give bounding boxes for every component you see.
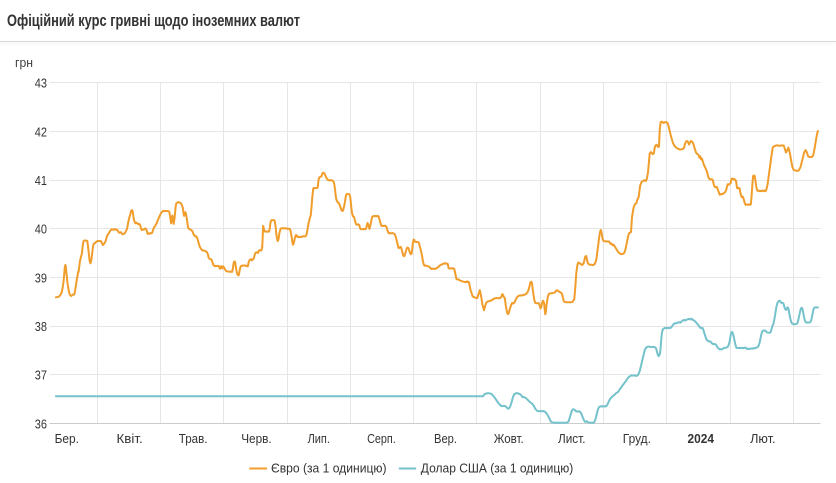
svg-text:Лип.: Лип. — [308, 431, 330, 446]
svg-text:Черв.: Черв. — [241, 431, 272, 446]
svg-text:Лют.: Лют. — [750, 431, 775, 446]
svg-text:Бер.: Бер. — [55, 431, 79, 446]
svg-text:36: 36 — [35, 416, 47, 431]
svg-text:грн: грн — [15, 55, 33, 70]
svg-text:43: 43 — [35, 76, 47, 91]
svg-text:41: 41 — [35, 173, 47, 188]
svg-text:40: 40 — [35, 222, 47, 237]
svg-text:Серп.: Серп. — [367, 431, 396, 446]
svg-text:Долар США (за 1 одиницю): Долар США (за 1 одиницю) — [421, 461, 574, 476]
svg-text:Квіт.: Квіт. — [117, 431, 143, 446]
svg-text:Груд.: Груд. — [623, 431, 651, 446]
svg-text:38: 38 — [35, 319, 47, 334]
svg-text:Офіційний курс гривні щодо іно: Офіційний курс гривні щодо іноземних вал… — [7, 11, 300, 30]
svg-text:Євро (за 1 одиницю): Євро (за 1 одиницю) — [271, 461, 387, 476]
svg-text:42: 42 — [35, 124, 47, 139]
svg-text:37: 37 — [35, 368, 47, 383]
svg-text:39: 39 — [35, 270, 47, 285]
svg-text:Жовт.: Жовт. — [494, 431, 524, 446]
svg-text:Лист.: Лист. — [558, 431, 586, 446]
svg-text:2024: 2024 — [688, 431, 715, 446]
svg-text:Вер.: Вер. — [434, 431, 457, 446]
svg-text:Трав.: Трав. — [179, 431, 208, 446]
